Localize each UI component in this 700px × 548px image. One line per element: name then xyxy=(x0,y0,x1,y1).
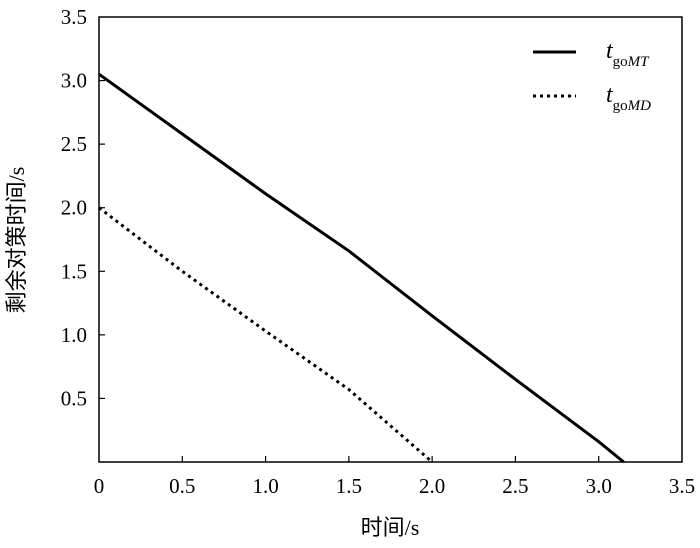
x-tick-label: 2.5 xyxy=(502,474,528,498)
x-tick-label: 3.5 xyxy=(669,474,695,498)
y-tick-label: 1.5 xyxy=(61,259,87,283)
x-axis-label: 时间/s xyxy=(361,515,420,540)
x-tick-label: 1.0 xyxy=(252,474,278,498)
x-tick-label: 0.5 xyxy=(169,474,195,498)
legend-label-t_goMT: tgoMT xyxy=(606,38,650,70)
series-line-t_goMT xyxy=(98,72,625,464)
y-tick-label: 3.0 xyxy=(61,69,87,93)
y-tick-label: 3.5 xyxy=(61,5,87,29)
y-tick-label: 1.0 xyxy=(61,323,87,347)
x-tick-label: 1.5 xyxy=(336,474,362,498)
legend-label-t_goMD: tgoMD xyxy=(606,82,651,114)
x-tick-label: 0 xyxy=(94,474,105,498)
x-tick-label: 3.0 xyxy=(586,474,612,498)
plot-area-frame xyxy=(98,16,683,463)
y-tick-label: 2.5 xyxy=(61,132,87,156)
x-tick-label: 2.0 xyxy=(419,474,445,498)
y-axis-label: 剩余对策时间/s xyxy=(4,167,29,314)
y-tick-label: 2.0 xyxy=(61,196,87,220)
y-tick-label: 0.5 xyxy=(61,386,87,410)
series-line-t_goMD xyxy=(98,206,434,464)
